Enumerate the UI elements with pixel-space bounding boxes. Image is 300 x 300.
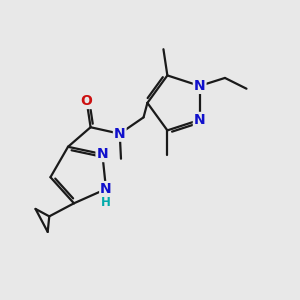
Text: N: N [194,113,206,127]
Text: N: N [97,147,108,161]
Text: N: N [194,79,206,93]
Text: N: N [100,182,112,196]
Text: O: O [81,94,93,108]
Text: H: H [101,196,111,209]
Text: N: N [114,127,125,141]
